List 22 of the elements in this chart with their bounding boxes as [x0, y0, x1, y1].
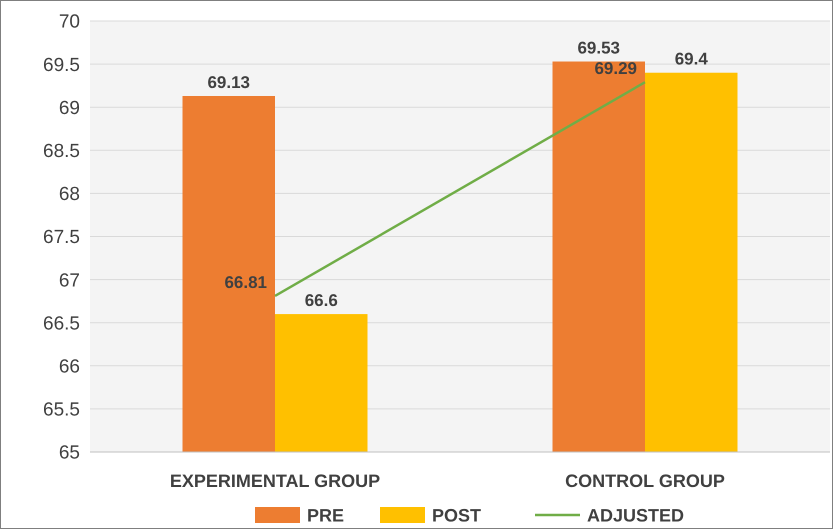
y-tick-label: 67.5 [43, 227, 80, 248]
legend-label: POST [432, 505, 482, 526]
y-tick-label: 66.5 [43, 313, 80, 334]
y-tick-label: 70 [58, 12, 80, 33]
y-tick-label: 65 [58, 442, 80, 464]
data-label: 69.53 [577, 38, 620, 58]
data-label: 69.4 [674, 50, 708, 69]
y-tick-label: 65.5 [43, 400, 80, 421]
y-tick-label: 68 [58, 184, 80, 206]
y-tick-label: 67 [58, 270, 80, 292]
y-tick-label: 69 [58, 98, 80, 119]
y-tick-label: 68.5 [43, 140, 80, 162]
data-label: 66.6 [304, 291, 338, 310]
y-tick-label: 69.5 [43, 54, 80, 76]
x-tick-label: EXPERIMENTAL GROUP [170, 471, 380, 491]
data-label: 69.29 [594, 59, 637, 78]
legend-label: PRE [307, 505, 344, 526]
data-label: 66.81 [224, 272, 267, 292]
data-label: 69.13 [207, 72, 250, 92]
y-tick-label: 66 [58, 356, 80, 378]
legend-label: ADJUSTED [587, 505, 684, 526]
x-tick-label: CONTROL GROUP [565, 471, 725, 491]
